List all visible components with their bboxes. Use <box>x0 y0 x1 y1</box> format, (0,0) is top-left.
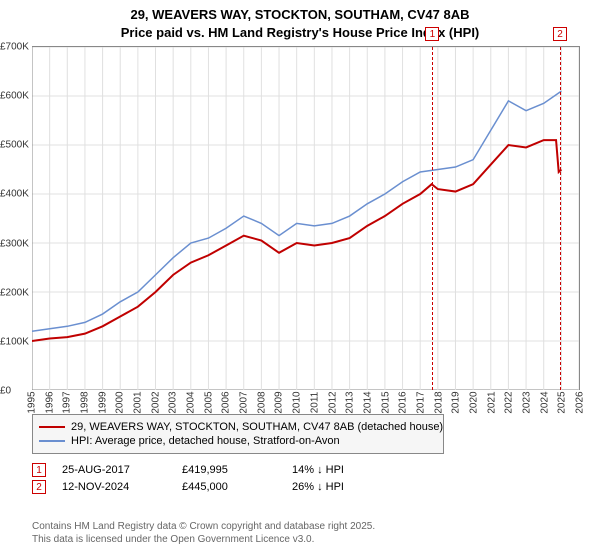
legend-swatch-icon <box>39 426 65 428</box>
x-axis-tick: 2003 <box>168 391 179 413</box>
x-axis-tick: 2023 <box>521 391 532 413</box>
marker-badge-1: 1 <box>425 27 439 41</box>
x-axis-tick: 2000 <box>115 391 126 413</box>
y-axis-tick: £400K <box>0 189 30 200</box>
transactions-table: 1 25-AUG-2017£419,99514% ↓ HPI 2 12-NOV-202… <box>32 460 392 497</box>
y-axis-tick: £0 <box>0 386 30 397</box>
x-axis-tick: 2002 <box>150 391 161 413</box>
legend-row-hpi: HPI: Average price, detached house, Stra… <box>39 435 437 447</box>
chart-area: £0£100K£200K£300K£400K£500K£600K£700K 19… <box>32 46 580 390</box>
x-axis-tick: 2017 <box>415 391 426 413</box>
txn-price: £445,000 <box>182 481 292 493</box>
x-axis-tick: 2005 <box>203 391 214 413</box>
x-axis-tick: 2011 <box>309 392 320 414</box>
chart-svg <box>32 47 579 390</box>
title-line-2: Price paid vs. HM Land Registry's House … <box>0 24 600 42</box>
x-axis-tick: 2016 <box>398 391 409 413</box>
x-axis-tick: 2001 <box>133 391 144 413</box>
x-axis-tick: 2022 <box>504 391 515 413</box>
transaction-row: 2 12-NOV-2024£445,00026% ↓ HPI <box>32 480 392 494</box>
attribution-line: Contains HM Land Registry data © Crown c… <box>32 520 375 533</box>
x-axis-tick: 2010 <box>292 391 303 413</box>
x-axis-tick: 1996 <box>44 391 55 413</box>
x-axis-tick: 1999 <box>97 391 108 413</box>
x-axis-tick: 2008 <box>256 391 267 413</box>
y-axis-tick: £700K <box>0 42 30 53</box>
x-axis-tick: 2024 <box>539 391 550 413</box>
marker-line-1 <box>432 47 433 390</box>
x-axis-tick: 2013 <box>345 391 356 413</box>
x-axis-tick: 2007 <box>239 391 250 413</box>
txn-vs-hpi: 26% ↓ HPI <box>292 481 392 493</box>
y-axis-tick: £100K <box>0 336 30 347</box>
x-axis-tick: 2015 <box>380 391 391 413</box>
y-axis-tick: £300K <box>0 238 30 249</box>
chart-title: 29, WEAVERS WAY, STOCKTON, SOUTHAM, CV47… <box>0 0 600 43</box>
x-axis-tick: 2009 <box>274 391 285 413</box>
marker-line-2 <box>560 47 561 390</box>
legend-label: 29, WEAVERS WAY, STOCKTON, SOUTHAM, CV47… <box>71 421 443 433</box>
y-axis-tick: £200K <box>0 287 30 298</box>
x-axis-tick: 2012 <box>327 391 338 413</box>
x-axis-tick: 1997 <box>62 391 73 413</box>
x-axis-tick: 2020 <box>468 391 479 413</box>
x-axis-tick: 2025 <box>557 391 568 413</box>
x-axis-tick: 2019 <box>451 391 462 413</box>
x-axis-tick: 1998 <box>80 391 91 413</box>
legend-label: HPI: Average price, detached house, Stra… <box>71 435 340 447</box>
title-line-1: 29, WEAVERS WAY, STOCKTON, SOUTHAM, CV47… <box>0 6 600 24</box>
x-axis-tick: 2006 <box>221 391 232 413</box>
x-axis-tick: 2026 <box>575 391 586 413</box>
legend: 29, WEAVERS WAY, STOCKTON, SOUTHAM, CV47… <box>32 414 444 454</box>
x-axis-tick: 2014 <box>362 391 373 413</box>
txn-price: £419,995 <box>182 464 292 476</box>
attribution-line: This data is licensed under the Open Gov… <box>32 533 375 546</box>
chart-container: 29, WEAVERS WAY, STOCKTON, SOUTHAM, CV47… <box>0 0 600 560</box>
y-axis-tick: £500K <box>0 140 30 151</box>
x-axis-tick: 1995 <box>27 391 38 413</box>
attribution: Contains HM Land Registry data © Crown c… <box>32 520 375 546</box>
marker-ref-badge: 2 <box>32 480 46 494</box>
txn-date: 12-NOV-2024 <box>62 481 182 493</box>
x-axis-tick: 2021 <box>486 391 497 413</box>
marker-ref-badge: 1 <box>32 463 46 477</box>
legend-row-price-paid: 29, WEAVERS WAY, STOCKTON, SOUTHAM, CV47… <box>39 421 437 433</box>
txn-vs-hpi: 14% ↓ HPI <box>292 464 392 476</box>
x-axis-tick: 2018 <box>433 391 444 413</box>
transaction-row: 1 25-AUG-2017£419,99514% ↓ HPI <box>32 463 392 477</box>
legend-swatch-icon <box>39 440 65 442</box>
x-axis-tick: 2004 <box>186 391 197 413</box>
txn-date: 25-AUG-2017 <box>62 464 182 476</box>
y-axis-tick: £600K <box>0 91 30 102</box>
marker-badge-2: 2 <box>553 27 567 41</box>
